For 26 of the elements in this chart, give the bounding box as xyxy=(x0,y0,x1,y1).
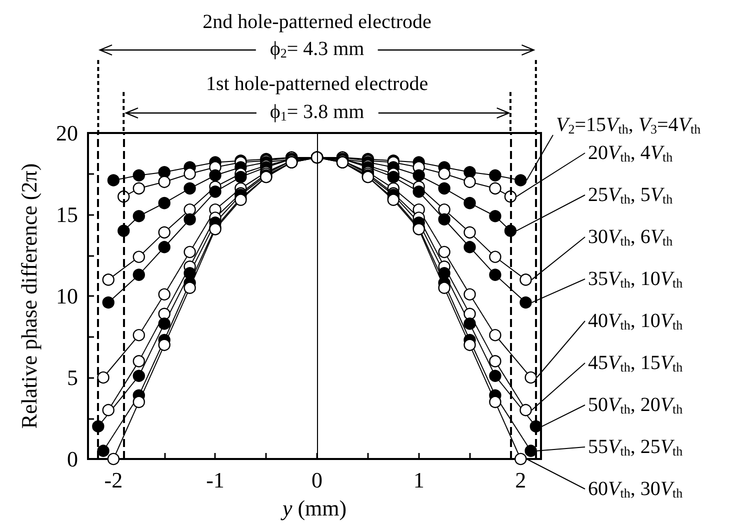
x-tick-label: -1 xyxy=(206,468,224,492)
text: ϕ1= 3.8 mm xyxy=(270,101,365,124)
y-tick-label: 20 xyxy=(56,120,78,146)
x-axis-title: y (mm) xyxy=(280,496,347,520)
y-tick-label: 15 xyxy=(56,202,78,227)
x-tick-label: 1 xyxy=(413,468,424,492)
text: 40Vth, 10Vth xyxy=(588,310,684,332)
text: 25Vth, 5Vth xyxy=(588,184,674,206)
y-axis-title: Relative phase difference (2π) xyxy=(16,163,42,429)
text: 60Vth, 30Vth xyxy=(588,478,684,500)
text: V2=15Vth, V3=4Vth xyxy=(556,114,701,136)
text: 45Vth, 15Vth xyxy=(588,352,684,374)
x-tick-label: -2 xyxy=(104,468,123,492)
text: 2nd hole-patterned electrode xyxy=(202,11,432,33)
text: 30Vth, 6Vth xyxy=(588,226,674,248)
y-tick-label: 0 xyxy=(67,446,78,472)
x-tick-label: 2 xyxy=(515,468,526,492)
y-tick-label: 5 xyxy=(67,365,78,390)
legend-label: 20Vth, 4Vth xyxy=(588,142,674,164)
text: ϕ2= 4.3 mm xyxy=(270,38,365,60)
y-tick-label: 10 xyxy=(56,284,78,308)
legend-label: 35Vth, 10Vth xyxy=(588,268,684,290)
text: 1st hole-patterned electrode xyxy=(206,73,428,95)
legend-label: 50Vth, 20Vth xyxy=(588,394,684,416)
x-tick-label: 0 xyxy=(312,468,323,492)
legend-label: 55Vth, 25Vth xyxy=(588,436,684,458)
